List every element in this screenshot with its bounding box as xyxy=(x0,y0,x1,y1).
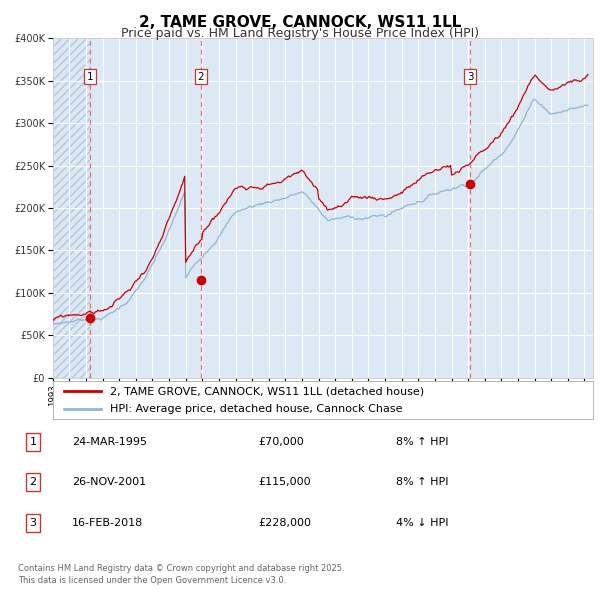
Bar xyxy=(53,38,90,378)
Text: £228,000: £228,000 xyxy=(258,519,311,528)
Text: Contains HM Land Registry data © Crown copyright and database right 2025.
This d: Contains HM Land Registry data © Crown c… xyxy=(18,565,344,585)
Text: 1: 1 xyxy=(29,437,37,447)
Text: 8% ↑ HPI: 8% ↑ HPI xyxy=(396,477,449,487)
Text: Price paid vs. HM Land Registry's House Price Index (HPI): Price paid vs. HM Land Registry's House … xyxy=(121,27,479,40)
Text: 3: 3 xyxy=(467,71,473,81)
Text: 3: 3 xyxy=(29,519,37,528)
Text: £70,000: £70,000 xyxy=(258,437,304,447)
Text: HPI: Average price, detached house, Cannock Chase: HPI: Average price, detached house, Cann… xyxy=(110,404,402,414)
Text: 16-FEB-2018: 16-FEB-2018 xyxy=(72,519,143,528)
Text: 1: 1 xyxy=(86,71,93,81)
Text: 2, TAME GROVE, CANNOCK, WS11 1LL: 2, TAME GROVE, CANNOCK, WS11 1LL xyxy=(139,15,461,30)
Text: £115,000: £115,000 xyxy=(258,477,311,487)
Text: 2, TAME GROVE, CANNOCK, WS11 1LL (detached house): 2, TAME GROVE, CANNOCK, WS11 1LL (detach… xyxy=(110,386,424,396)
Text: 24-MAR-1995: 24-MAR-1995 xyxy=(72,437,147,447)
Text: 4% ↓ HPI: 4% ↓ HPI xyxy=(396,519,449,528)
Text: 2: 2 xyxy=(197,71,204,81)
Text: 2: 2 xyxy=(29,477,37,487)
Text: 26-NOV-2001: 26-NOV-2001 xyxy=(72,477,146,487)
Text: 8% ↑ HPI: 8% ↑ HPI xyxy=(396,437,449,447)
